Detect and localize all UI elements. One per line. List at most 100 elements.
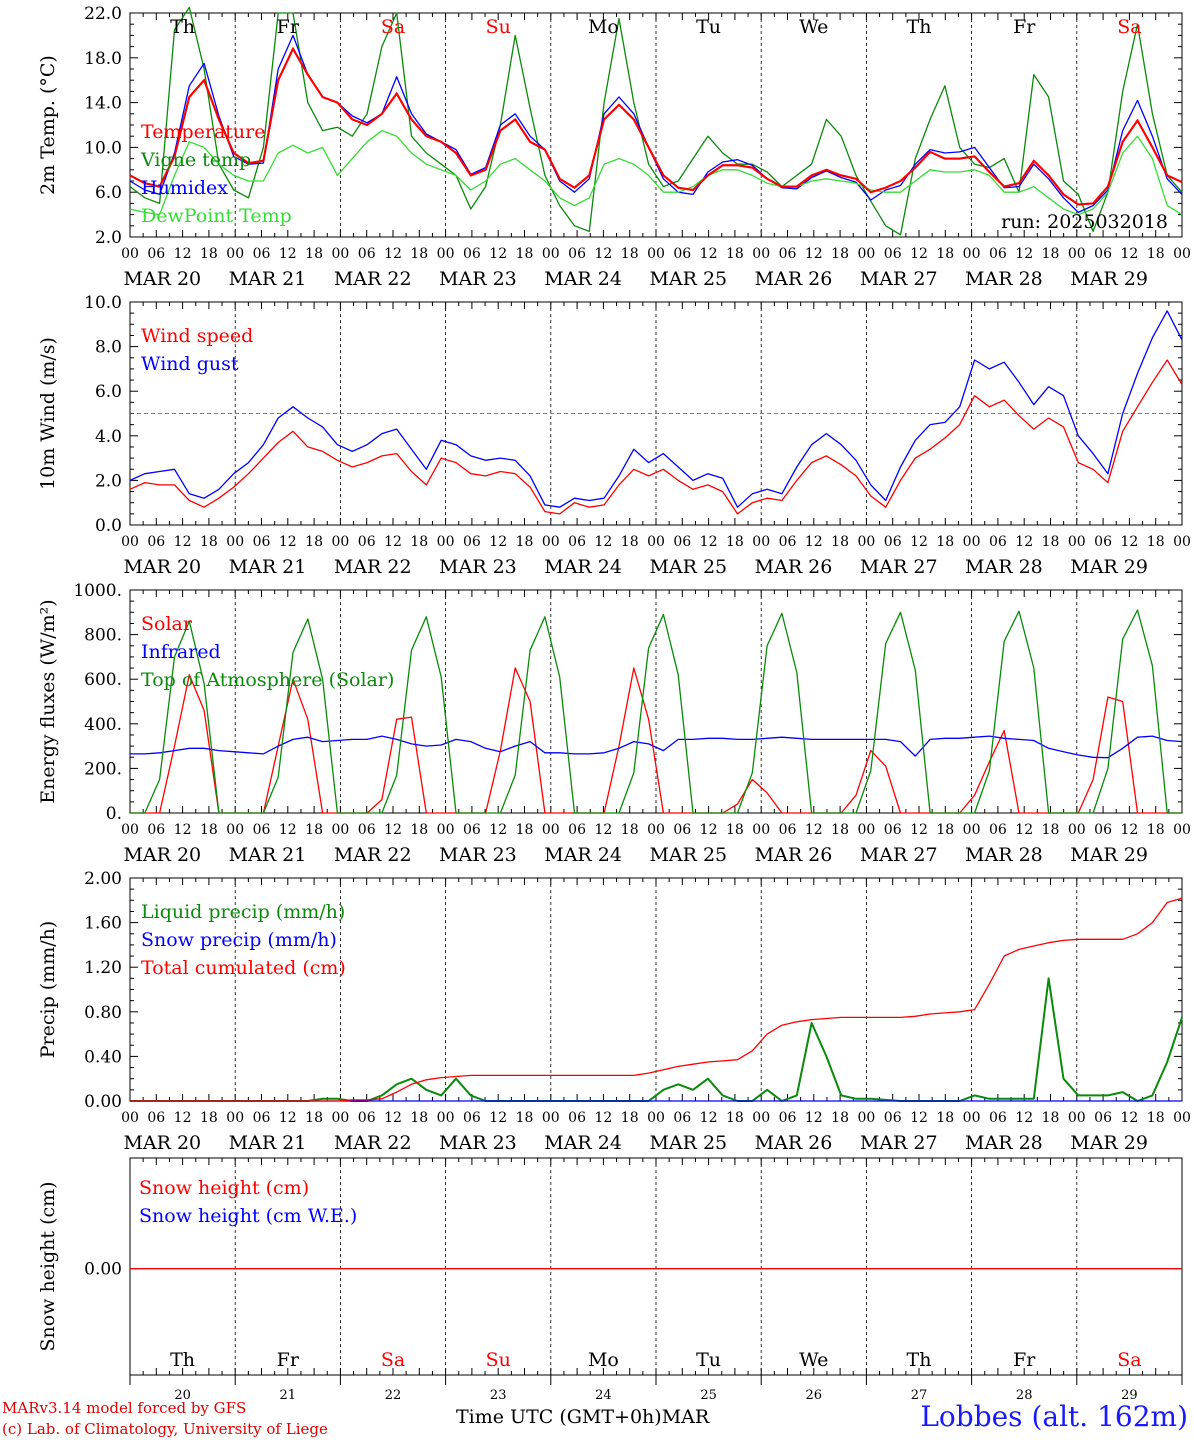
hour-tick-label: 06 (463, 1110, 481, 1126)
date-label: MAR 25 (649, 844, 727, 866)
weekday-label: Fr (277, 16, 300, 38)
hour-tick-label: 00 (857, 822, 875, 838)
weekday-label: Sa (381, 1349, 405, 1371)
date-label: MAR 26 (755, 1132, 833, 1154)
hour-tick-label: 18 (200, 822, 218, 838)
hour-tick-label: 18 (621, 246, 639, 262)
weekday-label: Th (170, 16, 195, 38)
date-label: MAR 28 (965, 268, 1043, 290)
y-tick-label: 800. (84, 626, 122, 646)
legend-entry: DewPoint Temp (141, 205, 292, 227)
hour-tick-label: 12 (279, 822, 297, 838)
hour-tick-label: 18 (621, 822, 639, 838)
hour-tick-label: 12 (384, 246, 402, 262)
hour-tick-label: 18 (1147, 534, 1165, 550)
date-label: MAR 23 (439, 844, 517, 866)
hour-tick-label: 00 (857, 534, 875, 550)
day-number-label: 22 (385, 1388, 402, 1403)
hour-tick-label: 06 (989, 1110, 1007, 1126)
hour-tick-label: 18 (831, 1110, 849, 1126)
y-tick-label: 8.0 (95, 338, 122, 358)
hour-tick-label: 00 (1173, 822, 1191, 838)
date-label: MAR 28 (965, 556, 1043, 578)
date-label: MAR 22 (334, 844, 412, 866)
hour-tick-label: 18 (936, 534, 954, 550)
day-number-label: 29 (1121, 1388, 1138, 1403)
hour-tick-label: 18 (200, 246, 218, 262)
y-tick-label: 2.00 (84, 869, 122, 889)
date-label: MAR 20 (123, 556, 201, 578)
date-label: MAR 24 (544, 556, 622, 578)
hour-tick-label: 12 (1015, 1110, 1033, 1126)
hour-tick-label: 06 (884, 1110, 902, 1126)
hour-tick-label: 12 (594, 1110, 612, 1126)
y-tick-label: 0.40 (84, 1047, 122, 1067)
hour-tick-label: 12 (910, 246, 928, 262)
day-number-label: 25 (700, 1388, 717, 1403)
date-label: MAR 29 (1070, 844, 1148, 866)
series-line-wind-gust (129, 310, 1183, 508)
hour-tick-label: 18 (1042, 534, 1060, 550)
date-label: MAR 21 (229, 268, 307, 290)
hour-tick-label: 18 (516, 1110, 534, 1126)
hour-tick-label: 18 (831, 822, 849, 838)
hour-tick-label: 18 (200, 534, 218, 550)
y-tick-label: 2.0 (95, 471, 122, 491)
hour-tick-label: 18 (305, 822, 323, 838)
hour-tick-label: 00 (647, 822, 665, 838)
legend-entry: Solar (141, 613, 193, 635)
date-label: MAR 24 (544, 844, 622, 866)
date-label: MAR 23 (439, 556, 517, 578)
time-axis-month: MAR (661, 1406, 710, 1428)
hour-tick-label: 18 (726, 246, 744, 262)
y-tick-label: 400. (84, 715, 122, 735)
hour-tick-label: 00 (857, 1110, 875, 1126)
hour-tick-label: 12 (1015, 534, 1033, 550)
day-number-label: 26 (806, 1388, 823, 1403)
hour-tick-label: 00 (437, 534, 455, 550)
y-axis-label: 2m Temp. (°C) (37, 55, 59, 195)
hour-tick-label: 00 (331, 822, 349, 838)
series-line-wind-speed (129, 359, 1183, 515)
hour-tick-label: 00 (121, 246, 139, 262)
hour-tick-label: 12 (384, 534, 402, 550)
hour-tick-label: 18 (516, 822, 534, 838)
series-line-dewpoint-temp (129, 129, 1183, 216)
legend-entry: Snow height (cm) (139, 1177, 309, 1199)
legend-entry: Total cumulated (cm) (141, 957, 346, 979)
date-label: MAR 29 (1070, 556, 1148, 578)
hour-tick-label: 06 (779, 246, 797, 262)
hour-tick-label: 06 (779, 534, 797, 550)
hour-tick-label: 18 (726, 1110, 744, 1126)
hour-tick-label: 06 (884, 534, 902, 550)
hour-tick-label: 12 (805, 534, 823, 550)
time-axis-text: Time UTC (GMT+0h) (456, 1406, 662, 1428)
y-tick-label: 1000. (73, 581, 122, 601)
hour-tick-label: 06 (147, 246, 165, 262)
hour-tick-label: 06 (884, 246, 902, 262)
hour-tick-label: 00 (542, 1110, 560, 1126)
hour-tick-label: 06 (673, 534, 691, 550)
hour-tick-label: 12 (805, 246, 823, 262)
hour-tick-label: 00 (331, 534, 349, 550)
weekday-label: Th (907, 1349, 932, 1371)
y-axis-label: Precip (mm/h) (37, 921, 59, 1059)
weekday-label: Sa (1117, 1349, 1141, 1371)
hour-tick-label: 06 (568, 1110, 586, 1126)
hour-tick-label: 00 (542, 822, 560, 838)
day-number-label: 21 (280, 1388, 297, 1403)
hour-tick-label: 00 (1068, 1110, 1086, 1126)
legend-entry: Temperature (141, 121, 265, 143)
y-axis-label: Energy fluxes (W/m²) (37, 599, 59, 803)
hour-tick-label: 00 (752, 246, 770, 262)
hour-tick-label: 00 (121, 822, 139, 838)
hour-tick-label: 12 (489, 822, 507, 838)
hour-tick-label: 06 (253, 822, 271, 838)
station-label: Lobbes (alt. 162m) (920, 1400, 1188, 1433)
hour-tick-label: 12 (1120, 1110, 1138, 1126)
y-tick-label: 14.0 (84, 94, 122, 114)
date-label: MAR 20 (123, 1132, 201, 1154)
weekday-label: Th (170, 1349, 195, 1371)
weekday-label: Sa (381, 16, 405, 38)
hour-tick-label: 06 (463, 246, 481, 262)
